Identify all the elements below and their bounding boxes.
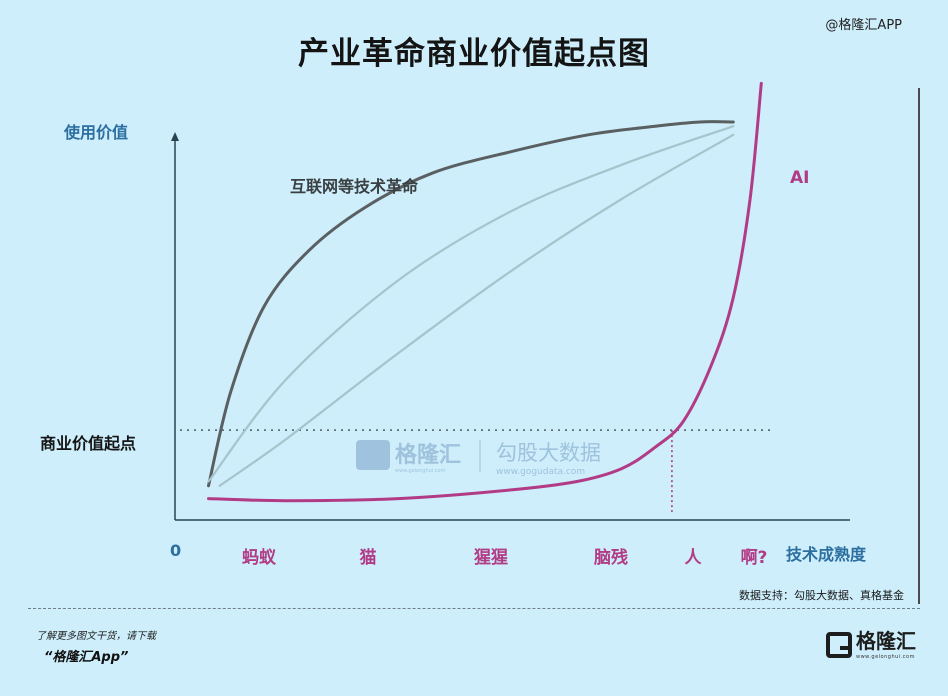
- footer-logo-text: 格隆汇: [856, 628, 916, 653]
- footer-logo-url: www.gelonghui.com: [856, 653, 915, 660]
- watermark-logo-icon: [356, 440, 390, 470]
- footer-app-name: “格隆汇App”: [44, 650, 129, 665]
- x-axis-label: 技术成熟度: [786, 545, 867, 564]
- y-axis-label: 使用价值: [63, 123, 128, 142]
- origin-label: 0: [170, 541, 181, 560]
- x-tick-label: 人: [685, 548, 703, 568]
- x-tick-label: 猩猩: [473, 547, 508, 568]
- watermark-partner: 勾股大数据: [496, 441, 601, 465]
- series-layer: [207, 81, 763, 503]
- x-tick-label: 脑残: [594, 547, 628, 568]
- watermark-partner-url: www.gogudata.com: [496, 467, 585, 477]
- watermark-brand-url: www.gelonghui.com: [395, 468, 446, 474]
- annotation-ai: AI: [790, 168, 809, 188]
- footer-divider: [28, 608, 920, 609]
- right-border-line: [918, 88, 920, 604]
- threshold-label: 商业价值起点: [40, 434, 136, 453]
- brand-logo-icon: [826, 632, 852, 658]
- watermark-brand: 格隆汇: [395, 442, 461, 468]
- x-tick-label: 啊?: [741, 548, 768, 568]
- chart: 格隆汇 www.gelonghui.com 勾股大数据 www.gogudata…: [40, 81, 867, 568]
- data-source-note: 数据支持：勾股大数据、真格基金: [739, 589, 904, 602]
- x-tick-label: 蚂蚁: [242, 547, 277, 568]
- x-tick-labels: 蚂蚁 猫 猩猩 脑残 人 啊?: [242, 547, 767, 568]
- series-line-2: [207, 125, 735, 483]
- x-tick-label: 猫: [360, 547, 377, 568]
- series-line-3: [218, 133, 735, 487]
- series-line-4: [207, 81, 763, 503]
- y-axis-arrow-icon: [171, 132, 179, 141]
- series-line-1: [207, 120, 735, 488]
- annotation-internet-revolution: 互联网等技术革命: [290, 177, 419, 196]
- footer-download-prompt: 了解更多图文干货，请下载: [36, 631, 156, 642]
- brand-watermark-top: @格隆汇APP: [825, 18, 902, 33]
- chart-watermark: 格隆汇 www.gelonghui.com 勾股大数据 www.gogudata…: [356, 440, 601, 477]
- footer-logo: 格隆汇 www.gelonghui.com: [826, 628, 916, 662]
- page-title: 产业革命商业价值起点图: [298, 36, 650, 72]
